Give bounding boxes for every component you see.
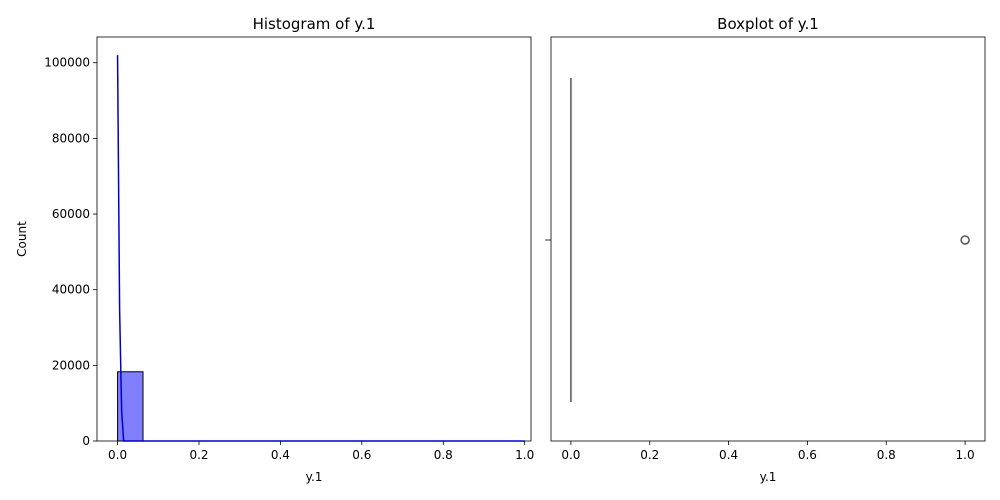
boxplot-axes-frame <box>550 36 986 442</box>
histogram-x-tick-label: 0.4 <box>271 448 290 462</box>
boxplot-x-ticks: 0.0 0.2 0.4 0.6 0.8 1.0 <box>561 441 975 462</box>
histogram-x-tick-label: 0.0 <box>108 448 127 462</box>
histogram-x-ticks: 0.0 0.2 0.4 0.6 0.8 1.0 <box>108 441 534 462</box>
histogram-y-tick-label: 40000 <box>52 283 90 297</box>
boxplot-x-label: y.1 <box>760 470 777 484</box>
histogram-y-ticks: 0 20000 40000 60000 80000 100000 <box>44 56 97 448</box>
histogram-x-tick-label: 0.2 <box>189 448 208 462</box>
boxplot-x-tick-label: 0.8 <box>877 448 896 462</box>
histogram-axes-frame <box>96 36 532 442</box>
boxplot-x-tick-label: 0.6 <box>798 448 817 462</box>
histogram-x-tick-label: 1.0 <box>515 448 534 462</box>
histogram-y-tick-label: 80000 <box>52 131 90 145</box>
histogram-title: Histogram of y.1 <box>253 15 376 33</box>
histogram-y-tick-label: 0 <box>82 434 90 448</box>
histogram-y-tick-label: 100000 <box>44 56 90 70</box>
boxplot-x-tick-label: 0.0 <box>561 448 580 462</box>
histogram-kde-line <box>116 55 525 442</box>
histogram-y-tick-label: 60000 <box>52 207 90 221</box>
boxplot-title: Boxplot of y.1 <box>717 15 819 33</box>
boxplot-outlier <box>960 235 970 245</box>
histogram-x-tick-label: 0.6 <box>352 448 371 462</box>
histogram-x-label: y.1 <box>306 470 323 484</box>
histogram-y-label: Count <box>15 221 29 257</box>
histogram-y-tick-label: 20000 <box>52 358 90 372</box>
boxplot-box <box>570 78 970 402</box>
boxplot-x-tick-label: 0.4 <box>719 448 738 462</box>
histogram-panel: 0.0 0.2 0.4 0.6 0.8 1.0 0 20000 40000 60000 80000… <box>15 15 534 484</box>
boxplot-panel: 0.0 0.2 0.4 0.6 0.8 1.0 Boxplot of y.1 y.1 <box>545 15 986 484</box>
boxplot-x-tick-label: 1.0 <box>956 448 975 462</box>
boxplot-x-tick-label: 0.2 <box>640 448 659 462</box>
histogram-x-tick-label: 0.8 <box>434 448 453 462</box>
